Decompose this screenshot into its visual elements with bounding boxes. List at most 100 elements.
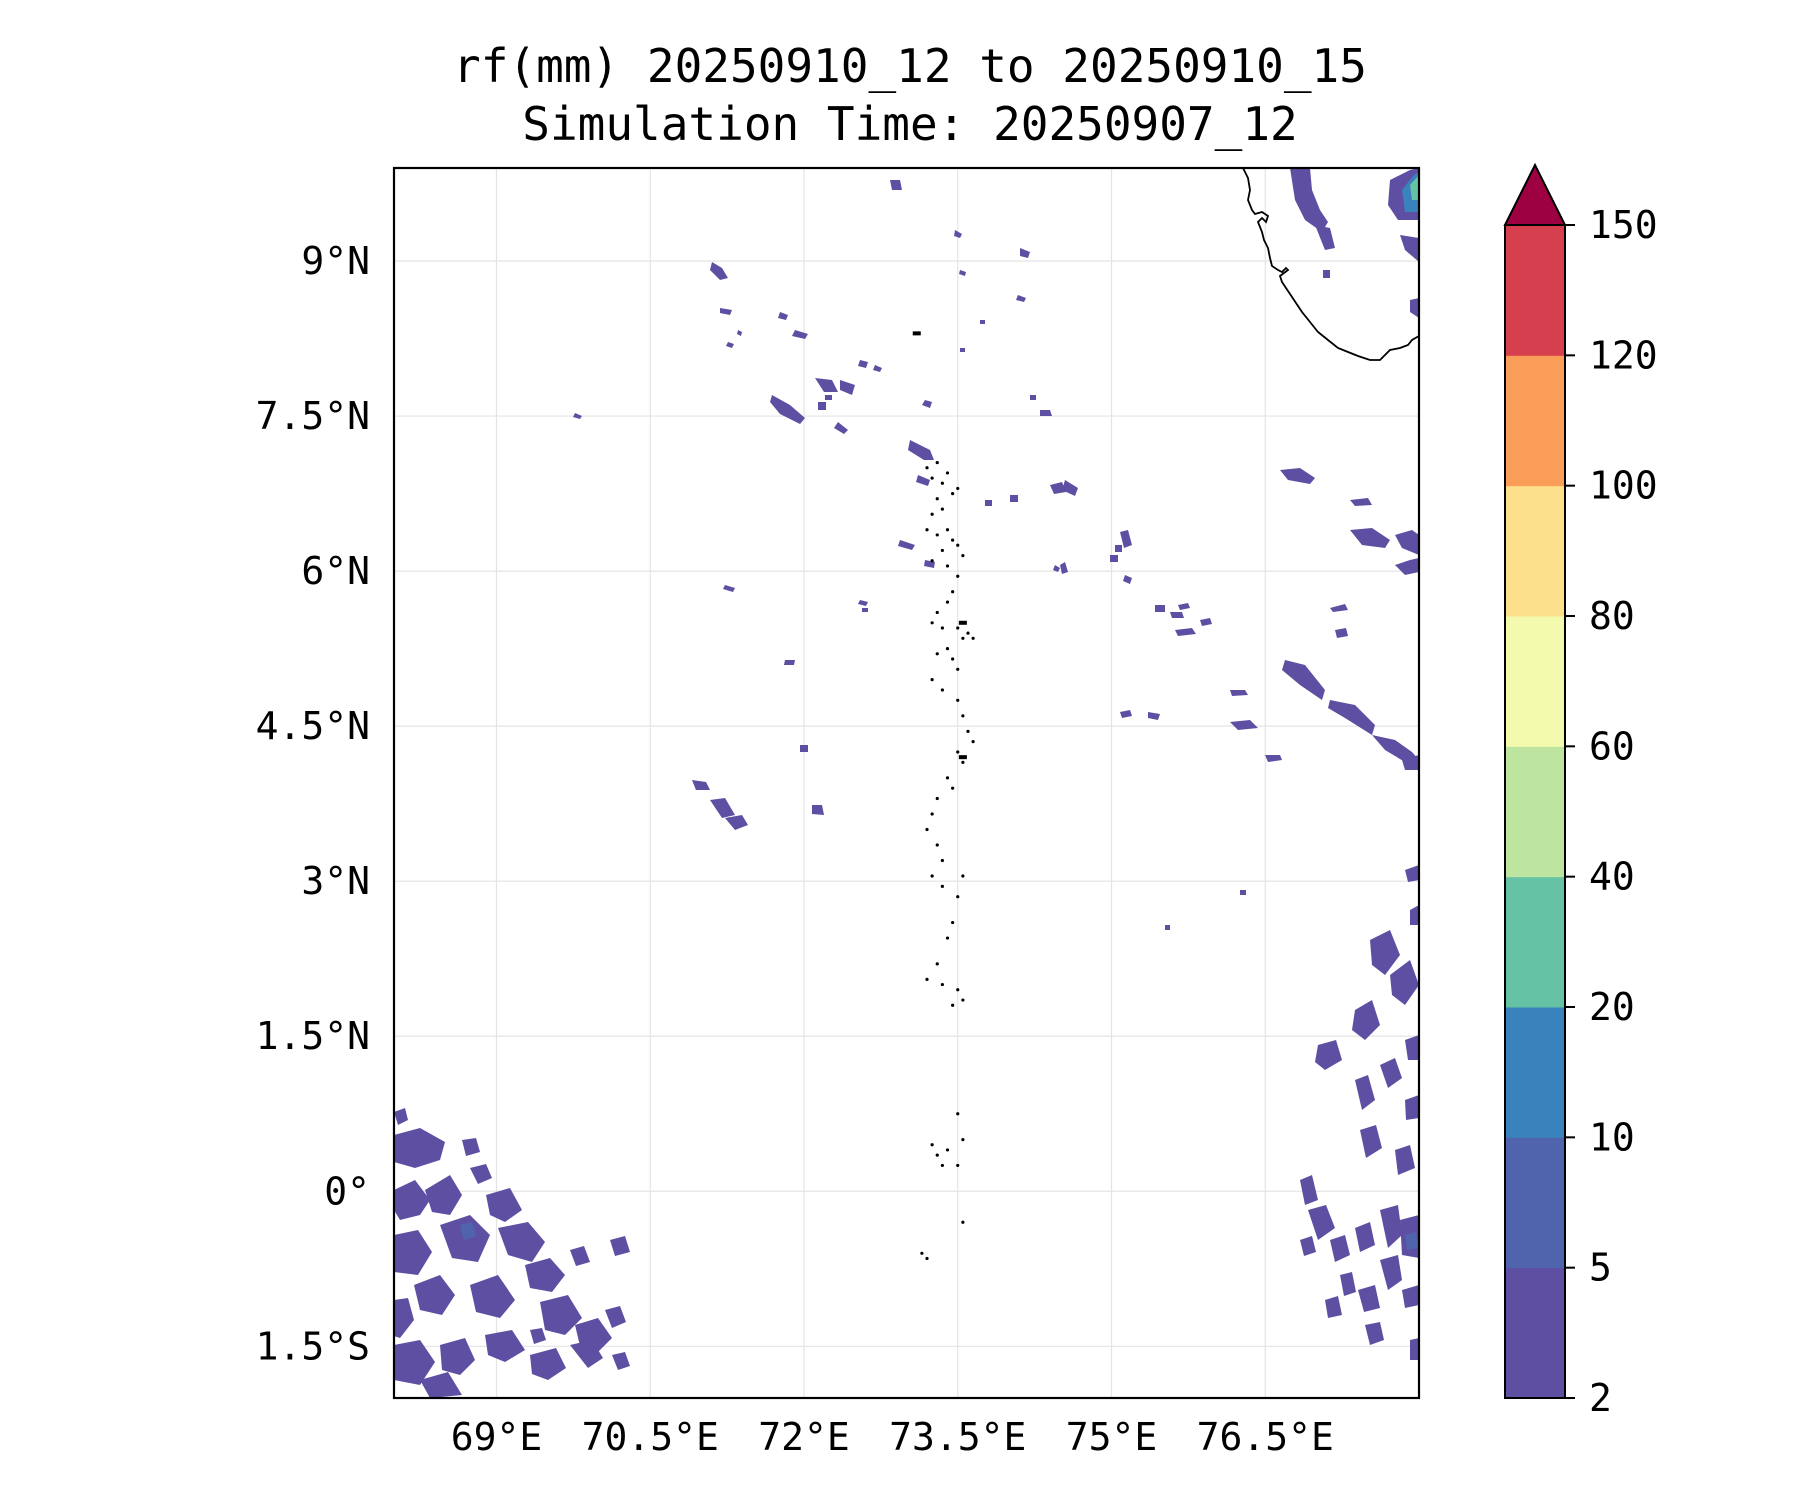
lat-tick-label: 3°N [301, 859, 370, 903]
colorbar-segment [1505, 746, 1565, 878]
atoll-dot [956, 988, 960, 992]
figure-title-line1: rf(mm) 20250910_12 to 20250910_15 [453, 39, 1367, 93]
atoll-dot [940, 884, 944, 888]
atoll-dot [930, 621, 934, 625]
lon-tick-label: 72°E [758, 1415, 850, 1459]
atoll-dot [925, 528, 929, 532]
longitude-tick-labels: 69°E 70.5°E 72°E 73.5°E 75°E 76.5°E [451, 1415, 1334, 1459]
map-background [394, 168, 1419, 1398]
atoll-dot [945, 528, 950, 532]
rain-cells-west [692, 608, 1246, 930]
colorbar-tick-label: 150 [1589, 203, 1658, 247]
colorbar-frame [1504, 224, 1566, 1399]
atoll-dot [961, 1220, 965, 1224]
island-mark [912, 331, 921, 336]
atoll-dot [940, 507, 944, 511]
atoll-dot [951, 920, 955, 925]
atoll-dot [961, 714, 965, 718]
atoll-dot [951, 590, 955, 594]
lat-tick-label: 9°N [301, 239, 370, 283]
colorbar-tick-label: 2 [1589, 1376, 1612, 1420]
lat-tick-label: 1.5°N [256, 1014, 370, 1058]
atoll-dot [945, 564, 950, 568]
atoll-dot [930, 678, 934, 682]
atoll-dot [961, 874, 965, 878]
latitude-tick-labels: 9°N 7.5°N 6°N 4.5°N 3°N 1.5°N 0° 1.5°S [256, 239, 370, 1368]
atoll-dot [930, 874, 934, 878]
atoll-dot [961, 554, 965, 558]
maldives-atolls [912, 331, 975, 1261]
atoll-dot [940, 626, 944, 630]
lat-tick-label: 0° [324, 1169, 370, 1213]
colorbar-tick-label: 20 [1589, 985, 1635, 1029]
atoll-dot [920, 1251, 924, 1255]
atoll-dot [966, 631, 970, 635]
map-frame [392, 166, 1421, 1400]
atoll-dot [951, 491, 955, 496]
lat-tick-label: 7.5°N [256, 394, 370, 438]
atoll-dot [940, 548, 944, 553]
rain-cells-north-central [573, 180, 1165, 612]
atoll-dot [945, 471, 950, 475]
island-mark [958, 755, 967, 760]
lon-tick-label: 73.5°E [889, 1415, 1026, 1459]
colorbar-segment [1505, 225, 1565, 356]
atoll-dot [956, 1112, 960, 1116]
atoll-dot [935, 533, 939, 537]
atoll-dot [945, 1148, 950, 1152]
atoll-dot [925, 977, 929, 981]
atoll-dot [961, 998, 965, 1002]
colorbar-tick-label: 60 [1589, 724, 1635, 768]
lon-tick-label: 76.5°E [1197, 1415, 1334, 1459]
atoll-dot [935, 460, 939, 465]
atoll-dot [935, 796, 939, 801]
atoll-dot [956, 486, 960, 491]
atoll-dot [956, 895, 960, 899]
atoll-dot [930, 559, 934, 563]
atoll-dot [951, 657, 955, 661]
india-sri-lanka-coastline [1242, 168, 1419, 361]
atoll-dot [925, 827, 929, 832]
rain-bands-east [1050, 468, 1419, 770]
atoll-dot [971, 740, 975, 744]
lat-tick-label: 6°N [301, 549, 370, 593]
figure-title-line2: Simulation Time: 20250907_12 [522, 97, 1297, 151]
colorbar-segment [1505, 1137, 1565, 1269]
atoll-dot [935, 652, 939, 656]
colorbar-tick-label: 5 [1589, 1246, 1612, 1290]
atoll-dot [971, 636, 975, 640]
atoll-dot [930, 476, 934, 480]
atoll-dot [940, 688, 944, 692]
colorbar-tick-label: 120 [1589, 333, 1658, 377]
atoll-dot [961, 760, 965, 764]
colorbar: 2 5 10 20 40 60 80 100 120 150 [1503, 162, 1658, 1420]
atoll-dot [951, 1003, 955, 1007]
atoll-dot [930, 512, 934, 516]
colorbar-tick-label: 10 [1589, 1115, 1635, 1159]
atoll-dot [935, 843, 939, 847]
map-panel: 69°E 70.5°E 72°E 73.5°E 75°E 76.5°E 9°N 7.5°N 6… [256, 166, 1421, 1459]
atoll-dot [956, 698, 960, 702]
atoll-dot [940, 858, 944, 863]
atoll-dot [945, 936, 950, 940]
colorbar-segment [1505, 876, 1565, 1008]
rainfall-contours [394, 168, 1419, 1398]
rain-cluster-southwest [394, 1108, 630, 1398]
atoll-dot [930, 1143, 934, 1147]
atoll-dot [951, 538, 955, 542]
rain-cluster-northeast-peak [1410, 175, 1419, 200]
atoll-dot [935, 497, 939, 501]
rain-cluster-southeast-core [1405, 1232, 1418, 1250]
atoll-dot [956, 626, 960, 630]
lon-tick-label: 75°E [1066, 1415, 1158, 1459]
atoll-dot [945, 647, 950, 651]
rain-cluster-southwest-core [460, 1222, 476, 1240]
lat-tick-label: 1.5°S [256, 1324, 370, 1368]
atoll-dot [935, 1153, 939, 1157]
colorbar-segment [1505, 616, 1565, 747]
lat-tick-label: 4.5°N [256, 704, 370, 748]
colorbar-segment [1505, 485, 1565, 617]
colorbar-tick-label: 80 [1589, 594, 1635, 638]
atoll-dot [925, 1256, 929, 1261]
atoll-dot [935, 962, 939, 966]
